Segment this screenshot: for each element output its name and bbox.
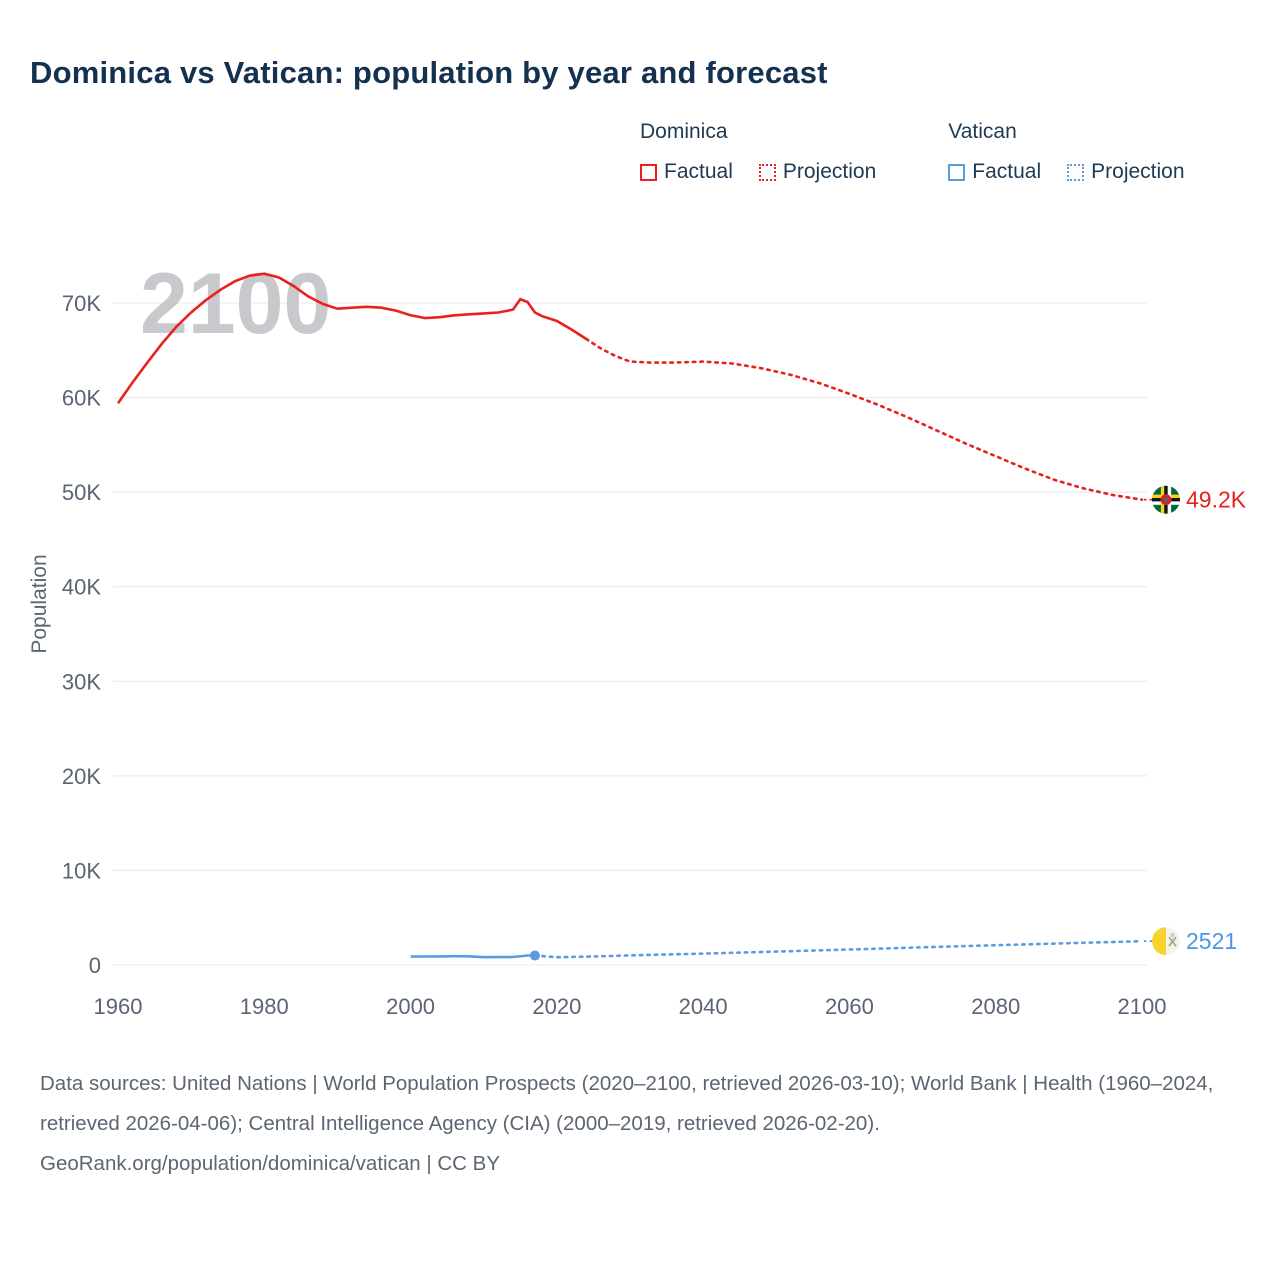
y-tick-label: 30K — [62, 669, 101, 694]
series-dominica-projection — [584, 337, 1144, 502]
series-vatican-factual — [410, 954, 535, 959]
legend-items-vatican: Factual Projection — [948, 160, 1185, 184]
legend-item-label: Factual — [664, 160, 733, 183]
population-chart: 0 10K 20K 30K 40K 50K 60K 70K 2100 1960 1980 2000 20… — [28, 256, 1247, 1019]
y-tick-label: 0 — [89, 953, 101, 978]
legend-group-title-dominica: Dominica — [640, 120, 728, 143]
y-tick-label: 40K — [62, 575, 101, 600]
x-tick-label: 2020 — [532, 994, 581, 1019]
legend-item-vatican-factual[interactable]: Factual — [948, 160, 1041, 184]
legend-item-dominica-factual[interactable]: Factual — [640, 160, 733, 184]
series-vatican-projection — [533, 939, 1144, 959]
data-sources-text: Data sources: United Nations | World Pop… — [40, 1072, 1214, 1135]
y-axis-label: Population — [28, 554, 51, 653]
end-value-label: 49.2K — [1186, 487, 1247, 513]
chart-legend: Dominica Factual Projection Vatican Fact… — [640, 120, 1185, 184]
end-value-label: 2521 — [1186, 928, 1237, 954]
legend-item-label: Factual — [972, 160, 1042, 183]
projection-swatch-icon — [758, 163, 776, 181]
legend-group-dominica: Dominica Factual Projection — [640, 120, 876, 184]
y-tick-label: 20K — [62, 764, 101, 789]
y-tick-label: 10K — [62, 858, 101, 883]
legend-items-dominica: Factual Projection — [640, 160, 876, 184]
attribution-link[interactable]: GeoRank.org/population/dominica/vatican … — [40, 1152, 500, 1175]
flag-dominica-icon — [1152, 485, 1180, 514]
factual-swatch-icon — [640, 163, 657, 181]
x-tick-label: 2100 — [1118, 994, 1167, 1019]
x-tick-label: 2060 — [825, 994, 874, 1019]
watermark-year: 2100 — [140, 256, 331, 352]
x-tick-label: 2000 — [386, 994, 435, 1019]
factual-swatch-icon — [948, 163, 966, 181]
legend-item-label: Projection — [1091, 160, 1185, 183]
x-tick-label: 1980 — [240, 994, 289, 1019]
flag-vatican-icon — [1152, 927, 1180, 956]
factual-end-dot — [529, 950, 540, 961]
y-tick-label: 70K — [62, 291, 101, 316]
page-title: Dominica vs Vatican: population by year … — [30, 55, 828, 90]
legend-item-dominica-projection[interactable]: Projection — [758, 160, 877, 184]
legend-group-title-vatican: Vatican — [948, 120, 1017, 143]
x-tick-label: 1960 — [94, 994, 143, 1019]
chart-footer: Data sources: United Nations | World Pop… — [40, 1064, 1218, 1184]
x-tick-label: 2080 — [971, 994, 1020, 1019]
x-tick-label: 2040 — [679, 994, 728, 1019]
y-tick-label: 60K — [62, 386, 101, 411]
legend-group-vatican: Vatican Factual Projection — [948, 120, 1185, 184]
legend-item-vatican-projection[interactable]: Projection — [1067, 160, 1185, 184]
projection-swatch-icon — [1067, 163, 1085, 181]
legend-item-label: Projection — [782, 160, 877, 183]
series-dominica-factual — [116, 272, 587, 404]
y-tick-label: 50K — [62, 480, 101, 505]
